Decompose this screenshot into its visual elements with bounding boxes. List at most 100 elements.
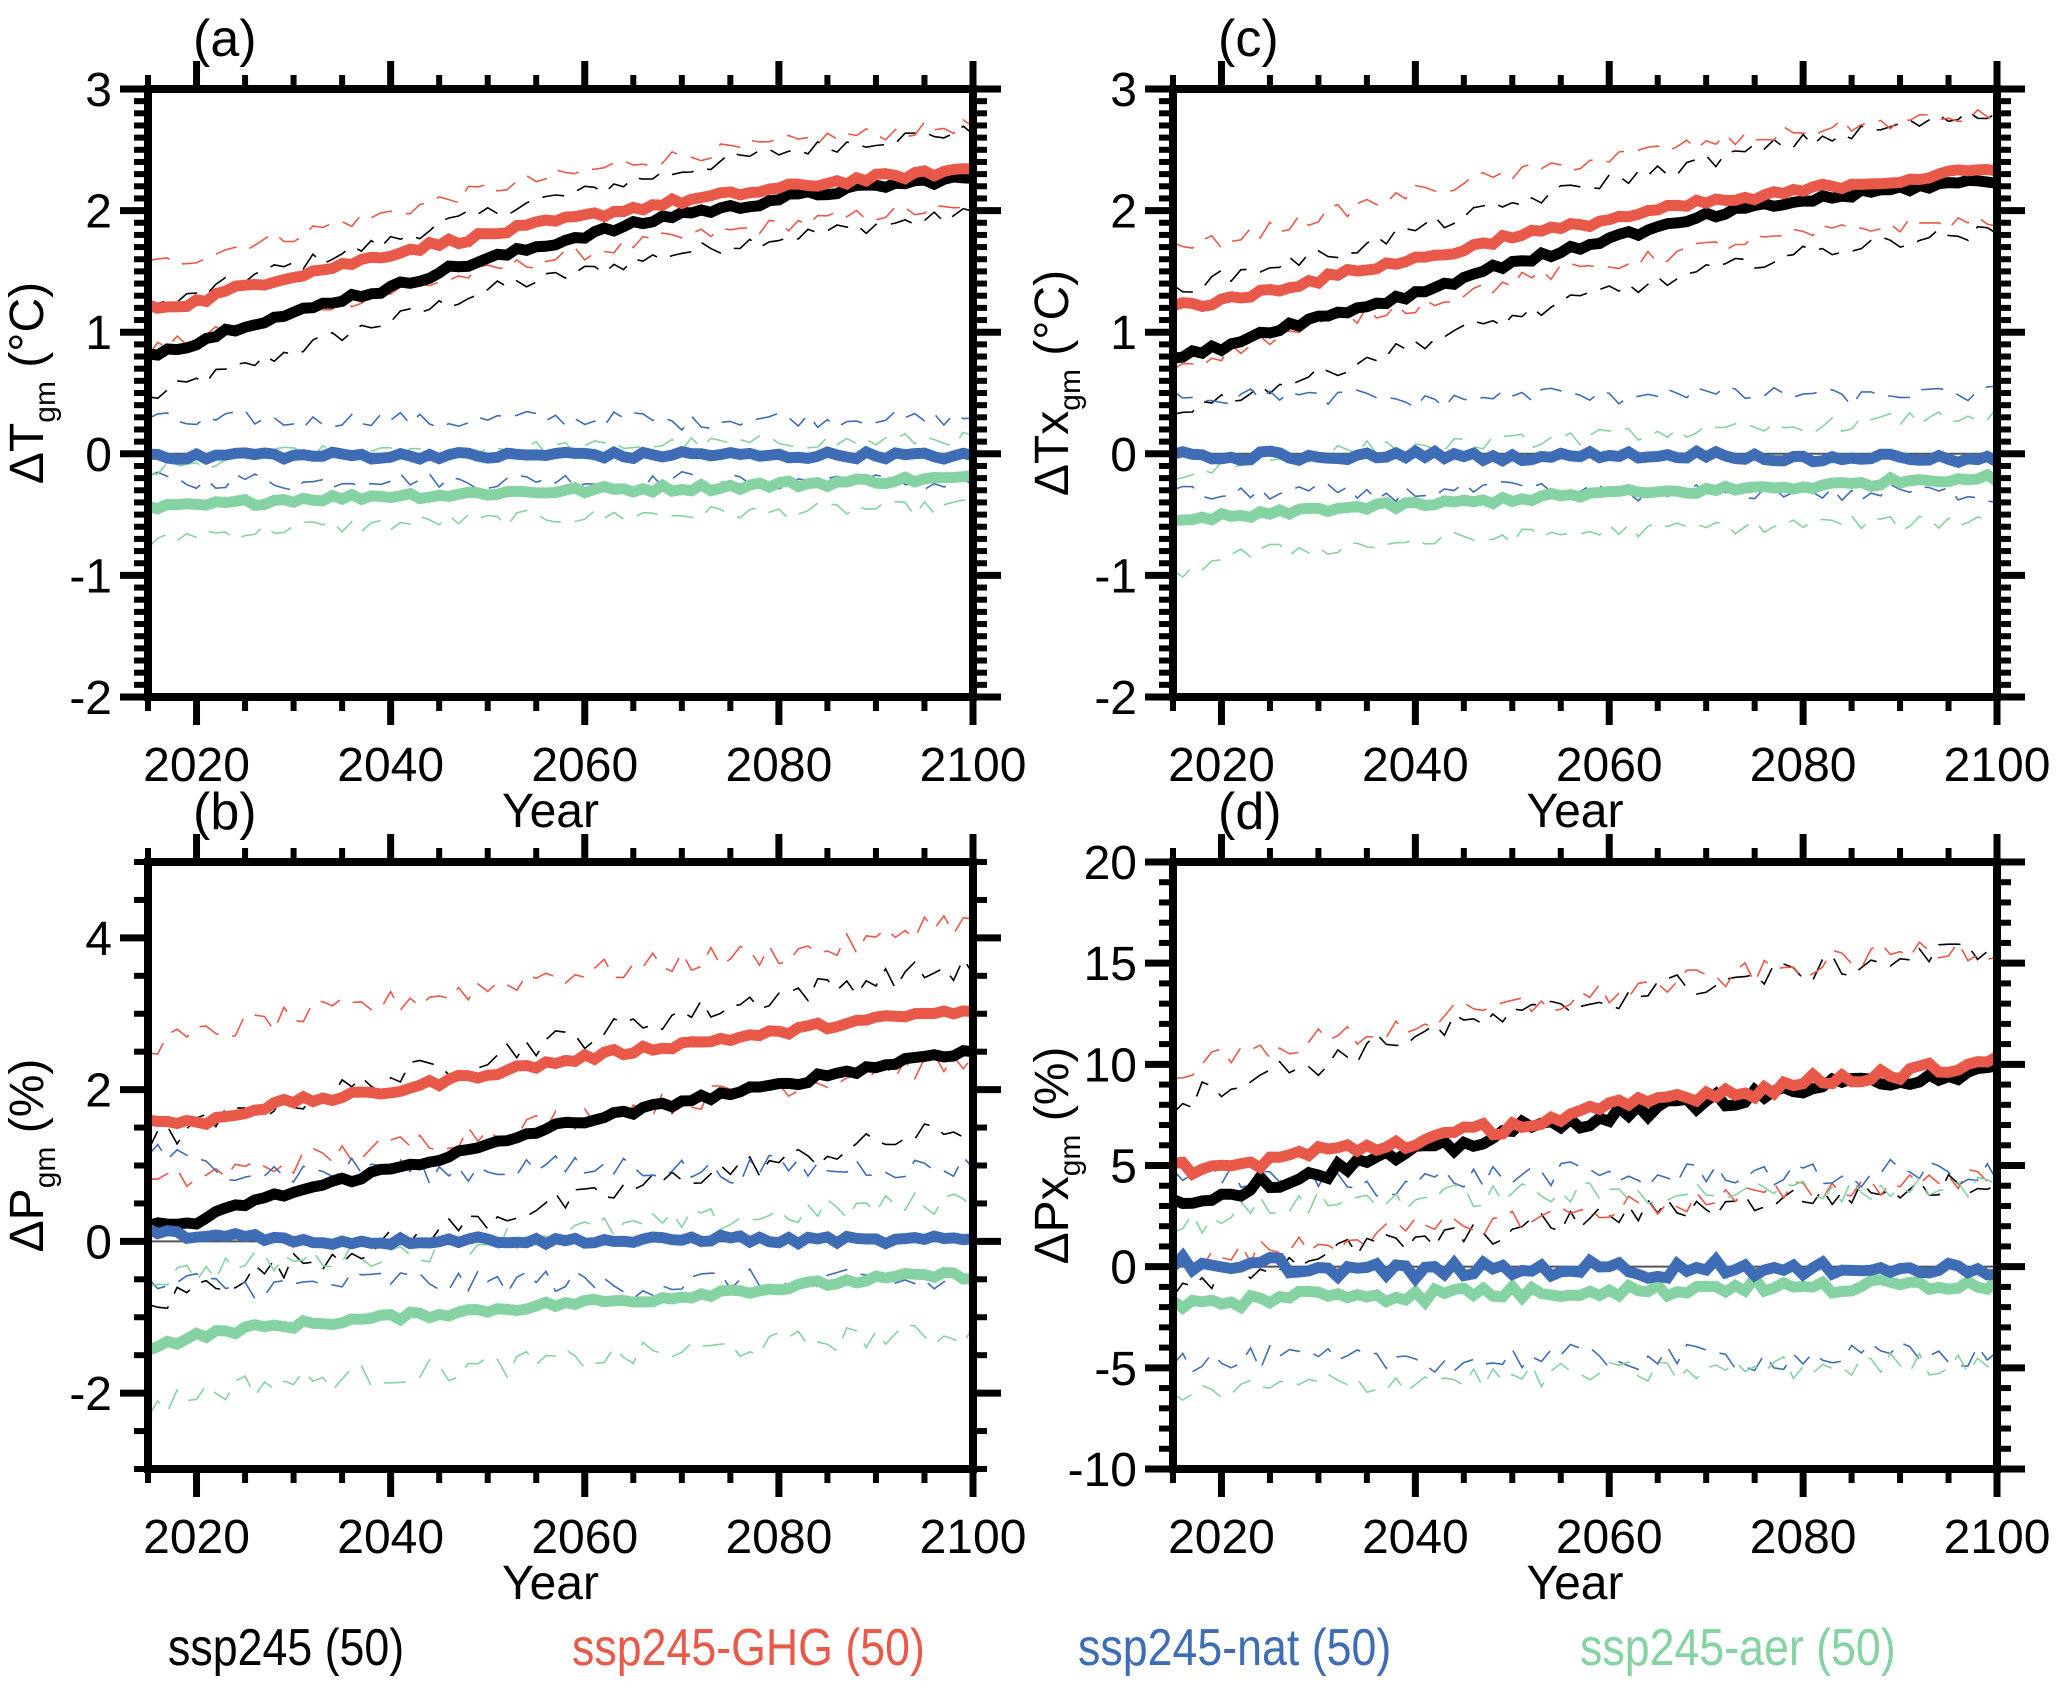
spread-upper-ssp245 bbox=[147, 957, 974, 1152]
x-tick-label: 2040 bbox=[1362, 739, 1469, 792]
y-tick-label: -1 bbox=[1094, 550, 1137, 603]
x-tick-label: 2060 bbox=[1556, 1511, 1663, 1564]
x-axis-label: Year bbox=[1527, 785, 1624, 838]
mean-line-ssp245-nat bbox=[1168, 1247, 1998, 1288]
x-tick-label: 2060 bbox=[531, 1511, 638, 1564]
spread-upper-ssp245-GHG bbox=[147, 118, 974, 266]
x-tick-label: 2100 bbox=[920, 739, 1027, 792]
x-tick-label: 2040 bbox=[1362, 1511, 1469, 1564]
y-tick-label: 2 bbox=[1110, 186, 1137, 239]
x-tick-label: 2100 bbox=[920, 1511, 1027, 1564]
mean-line-ssp245 bbox=[1170, 1060, 1998, 1210]
x-tick-label: 2040 bbox=[337, 1511, 444, 1564]
legend-item-ssp245-nat: ssp245-nat (50) bbox=[1078, 1619, 1392, 1677]
x-axis-label: Year bbox=[502, 1557, 599, 1610]
legend-item-ssp245-ghg: ssp245-GHG (50) bbox=[572, 1619, 925, 1677]
y-tick-label: 2 bbox=[85, 1065, 112, 1118]
spread-upper-ssp245-GHG bbox=[1172, 940, 1998, 1079]
y-tick-label: 0 bbox=[1110, 429, 1137, 482]
y-axis-label: ΔPgm (%) bbox=[1, 1059, 62, 1253]
y-tick-label: -5 bbox=[1094, 1343, 1137, 1396]
spread-upper-ssp245 bbox=[1172, 943, 1998, 1114]
y-tick-label: 3 bbox=[1110, 64, 1137, 117]
y-tick-label: -2 bbox=[69, 672, 112, 725]
spread-upper-ssp245 bbox=[147, 125, 974, 316]
x-tick-label: 2100 bbox=[1944, 1511, 2051, 1564]
x-tick-label: 2020 bbox=[143, 1511, 250, 1564]
mean-line-ssp245-GHG bbox=[1171, 163, 1998, 313]
x-axis-label: Year bbox=[502, 785, 599, 838]
spread-lower-ssp245-nat bbox=[147, 1267, 974, 1300]
spread-lower-ssp245-GHG bbox=[147, 204, 974, 357]
y-tick-label: 15 bbox=[1084, 938, 1137, 991]
y-tick-label: 3 bbox=[85, 64, 112, 117]
spread-lower-ssp245-aer bbox=[147, 499, 974, 549]
mean-line-ssp245-aer bbox=[1169, 1268, 2001, 1316]
y-tick-label: 4 bbox=[85, 913, 112, 966]
x-tick-label: 2060 bbox=[531, 739, 638, 792]
x-tick-label: 2080 bbox=[725, 1511, 832, 1564]
x-tick-label: 2080 bbox=[1750, 1511, 1857, 1564]
y-tick-label: 20 bbox=[1084, 837, 1137, 890]
panel-label: (c) bbox=[1218, 10, 1279, 68]
y-tick-label: 0 bbox=[1110, 1242, 1137, 1295]
y-tick-label: -10 bbox=[1068, 1444, 1137, 1497]
spread-upper-ssp245-nat bbox=[1172, 385, 1998, 409]
panel-b: -2 0 2 4 2020 2040 2060 2080 2100 Year (b) ΔPgm (%) bbox=[1, 783, 1026, 1610]
y-tick-label: 0 bbox=[85, 429, 112, 482]
y-axis-label: ΔTgm (°C) bbox=[1, 282, 62, 484]
mean-line-ssp245-nat bbox=[147, 445, 975, 466]
spread-upper-ssp245-aer bbox=[1172, 1175, 1998, 1235]
mean-line-ssp245-GHG bbox=[1172, 1051, 2000, 1182]
x-tick-label: 2060 bbox=[1556, 739, 1663, 792]
legend-item-ssp245: ssp245 (50) bbox=[168, 1619, 405, 1677]
y-tick-label: -1 bbox=[69, 550, 112, 603]
spread-upper-ssp245-aer bbox=[147, 431, 974, 475]
panel-a: -2 -1 0 1 2 3 2020 2040 2060 2080 2100 Year (a) ΔTgm … bbox=[1, 10, 1026, 838]
spread-lower-ssp245-GHG bbox=[1172, 1165, 1998, 1271]
panel-label: (b) bbox=[193, 783, 257, 841]
mean-line-ssp245 bbox=[146, 1045, 974, 1232]
x-tick-label: 2040 bbox=[337, 739, 444, 792]
y-tick-label: 0 bbox=[85, 1216, 112, 1269]
panel-label: (d) bbox=[1218, 783, 1282, 841]
y-tick-label: -2 bbox=[69, 1368, 112, 1421]
spread-upper-ssp245-nat bbox=[147, 409, 974, 432]
spread-lower-ssp245-GHG bbox=[1172, 216, 1998, 371]
x-tick-label: 2100 bbox=[1944, 739, 2051, 792]
spread-lower-ssp245 bbox=[1172, 225, 1998, 416]
y-tick-label: 1 bbox=[1110, 307, 1137, 360]
panel-label: (a) bbox=[193, 10, 257, 68]
y-tick-label: 10 bbox=[1084, 1039, 1137, 1092]
panel-c: -2 -1 0 1 2 3 2020 2040 2060 2080 2100 Year (c) ΔTxgm… bbox=[1026, 10, 2050, 838]
mean-line-ssp245-aer bbox=[146, 469, 974, 515]
y-tick-label: -2 bbox=[1094, 672, 1137, 725]
x-tick-label: 2020 bbox=[1168, 1511, 1275, 1564]
mean-line-ssp245-GHG bbox=[147, 1005, 974, 1131]
spread-lower-ssp245-nat bbox=[1172, 1341, 1998, 1374]
mean-line-ssp245-aer bbox=[146, 1266, 974, 1356]
y-tick-label: 2 bbox=[85, 186, 112, 239]
spread-lower-ssp245 bbox=[1172, 1173, 1998, 1298]
axes-frame bbox=[144, 858, 977, 1473]
spread-upper-ssp245-GHG bbox=[147, 914, 974, 1055]
y-tick-label: 1 bbox=[85, 307, 112, 360]
spread-lower-ssp245-aer bbox=[1172, 1351, 1998, 1402]
spread-upper-ssp245-aer bbox=[1172, 407, 1998, 481]
y-tick-label: 5 bbox=[1110, 1141, 1137, 1194]
mean-line-ssp245 bbox=[147, 171, 974, 361]
mean-line-ssp245-GHG bbox=[146, 163, 974, 314]
spread-upper-ssp245-nat bbox=[1172, 1158, 1998, 1197]
x-tick-label: 2020 bbox=[143, 739, 250, 792]
axes-frame bbox=[1169, 858, 2001, 1473]
spread-lower-ssp245-nat bbox=[1172, 480, 1998, 504]
mean-line-ssp245-aer bbox=[1172, 468, 2001, 527]
mean-line-ssp245-nat bbox=[145, 1223, 974, 1251]
y-axis-label: ΔTxgm (°C) bbox=[1026, 270, 1087, 496]
spread-upper-ssp245-nat bbox=[147, 1143, 974, 1186]
x-tick-label: 2080 bbox=[1750, 739, 1857, 792]
spread-upper-ssp245-aer bbox=[147, 1191, 974, 1288]
y-axis-label: ΔPxgm (%) bbox=[1026, 1047, 1087, 1265]
